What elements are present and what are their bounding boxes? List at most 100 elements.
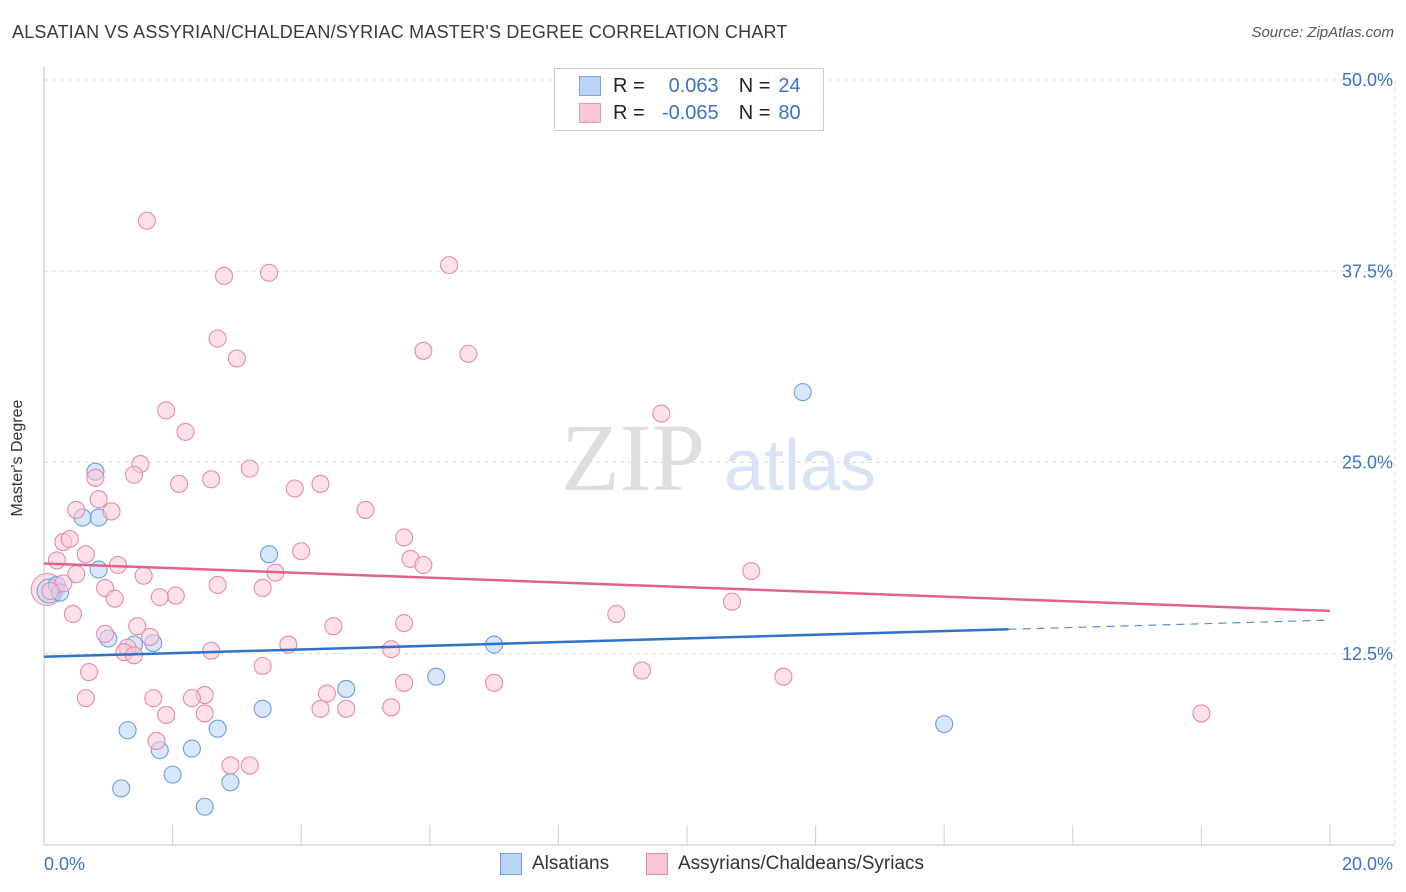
- source-label: Source: ZipAtlas.com: [1251, 24, 1394, 41]
- series-swatch-alsatians: [500, 853, 522, 875]
- series-legend-assyrians[interactable]: Assyrians/Chaldeans/Syriacs: [646, 850, 924, 878]
- assyrian-point: [166, 586, 185, 605]
- assyrian-point: [395, 614, 414, 633]
- watermark-atlas: atlas: [724, 426, 876, 506]
- y-tick-label: 25.0%: [1342, 453, 1393, 473]
- assyrian-point: [440, 256, 459, 275]
- legend-r-value: -0.065: [661, 101, 719, 124]
- alsatian-point: [337, 679, 356, 698]
- series-legend-alsatians[interactable]: Alsatians: [500, 850, 609, 878]
- assyrian-point: [67, 500, 86, 519]
- assyrian-point: [76, 545, 95, 564]
- assyrian-point: [253, 578, 272, 598]
- alsatian-point: [118, 721, 137, 740]
- watermark-zip: ZIP: [561, 404, 705, 511]
- legend-swatch-assyrians: [579, 103, 601, 123]
- assyrian-point: [195, 704, 214, 723]
- alsatian-point: [427, 667, 446, 686]
- assyrian-point: [1192, 704, 1211, 723]
- legend-r-label: R =: [613, 74, 645, 97]
- assyrian-point: [208, 575, 227, 594]
- assyrian-point: [96, 624, 115, 643]
- assyrian-point: [459, 344, 478, 363]
- assyrian-point: [147, 731, 166, 751]
- alsatian-trend-extension: [1008, 619, 1331, 630]
- alsatian-point: [259, 545, 279, 564]
- assyrian-point: [208, 329, 227, 348]
- assyrian-point: [137, 211, 156, 230]
- assyrian-point: [285, 479, 304, 498]
- alsatian-point: [208, 719, 227, 738]
- alsatian-point: [112, 779, 131, 798]
- y-tick-label: 12.5%: [1342, 644, 1393, 664]
- assyrian-point: [141, 627, 160, 646]
- assyrian-point: [632, 661, 652, 680]
- assyrian-point: [337, 699, 356, 718]
- assyrian-point: [240, 756, 259, 775]
- assyrian-point: [722, 592, 742, 611]
- assyrian-point: [134, 566, 153, 585]
- assyrian-point: [214, 266, 234, 285]
- alsatian-point: [182, 739, 201, 758]
- assyrian-point: [742, 562, 761, 581]
- alsatian-point: [89, 560, 108, 579]
- assyrian-point: [227, 349, 246, 368]
- assyrian-point: [774, 667, 793, 686]
- assyrian-point: [356, 500, 375, 519]
- assyrian-point: [311, 699, 330, 718]
- assyrian-point: [124, 465, 144, 484]
- assyrian-point: [221, 756, 240, 775]
- assyrian-point: [607, 604, 626, 624]
- assyrian-point: [382, 640, 401, 659]
- assyrian-point: [395, 673, 414, 692]
- assyrian-point: [41, 581, 60, 601]
- assyrian-point: [485, 673, 504, 692]
- assyrian-point: [150, 588, 169, 607]
- assyrian-point: [414, 555, 433, 575]
- assyrian-point: [324, 617, 343, 636]
- assyrian-point: [182, 689, 201, 708]
- assyrian-point: [382, 698, 401, 717]
- assyrian-point: [202, 470, 221, 489]
- correlation-legend: R = 0.063 N = 24 R = -0.065 N = 80: [554, 68, 824, 131]
- assyrian-point: [76, 689, 95, 708]
- legend-n-label: N =: [738, 74, 771, 97]
- assyrian-point: [128, 617, 147, 636]
- assyrian-point: [311, 474, 330, 493]
- assyrian-trend-line: [43, 562, 1331, 613]
- assyrian-point: [47, 551, 66, 570]
- assyrian-point: [105, 589, 124, 608]
- assyrian-point: [60, 529, 79, 549]
- legend-swatch-alsatians: [579, 76, 601, 96]
- assyrian-point: [259, 263, 279, 282]
- alsatian-trend-line: [43, 628, 1009, 659]
- assyrian-point: [414, 341, 433, 360]
- assyrian-point: [79, 663, 99, 682]
- series-legend: Alsatians Assyrians/Chaldeans/Syriacs: [0, 850, 1406, 878]
- series-swatch-assyrians: [646, 853, 668, 875]
- y-tick-label: 50.0%: [1342, 70, 1393, 90]
- assyrian-point: [253, 656, 272, 676]
- assyrian-point: [89, 490, 108, 509]
- assyrian-point: [144, 689, 163, 708]
- assyrian-point: [652, 404, 671, 423]
- legend-r-label: R =: [613, 101, 645, 124]
- y-tick-label: 37.5%: [1342, 261, 1393, 281]
- alsatian-point: [935, 715, 954, 734]
- legend-n-label: N =: [738, 101, 771, 124]
- assyrian-point: [317, 684, 336, 703]
- assyrian-point: [63, 604, 82, 624]
- assyrian-point: [292, 542, 311, 561]
- assyrian-point: [240, 459, 259, 478]
- series-name-alsatians: Alsatians: [532, 853, 610, 874]
- legend-row-alsatians: R = 0.063 N = 24: [579, 73, 801, 99]
- assyrian-point: [86, 468, 105, 487]
- legend-n-value: 24: [778, 74, 801, 97]
- alsatian-point: [793, 383, 812, 402]
- x-tick-label: 20.0%: [1342, 854, 1393, 874]
- assyrian-point: [157, 705, 176, 725]
- alsatian-point: [195, 797, 214, 816]
- assyrian-point: [102, 502, 121, 521]
- alsatian-point: [221, 773, 240, 792]
- assyrian-point: [395, 528, 414, 547]
